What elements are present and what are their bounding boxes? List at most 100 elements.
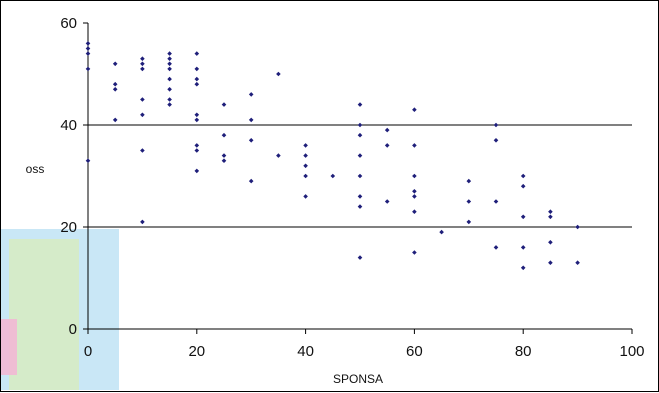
x-tick-label-60: 60 xyxy=(406,343,423,360)
data-point-46 xyxy=(303,153,308,158)
data-point-60 xyxy=(412,250,417,255)
data-point-13 xyxy=(140,66,145,72)
data-point-11 xyxy=(140,112,145,118)
data-point-42 xyxy=(276,71,281,77)
data-point-39 xyxy=(248,117,254,123)
data-point-25 xyxy=(194,148,200,153)
data-point-67 xyxy=(439,229,444,235)
data-point-78 xyxy=(520,183,526,189)
data-point-14 xyxy=(140,61,145,67)
data-point-54 xyxy=(357,132,363,138)
data-point-18 xyxy=(167,87,172,92)
data-point-43 xyxy=(303,194,308,199)
data-point-69 xyxy=(466,199,472,204)
data-point-53 xyxy=(357,153,363,158)
data-point-64 xyxy=(412,173,417,179)
data-point-2 xyxy=(85,51,91,56)
data-point-34 xyxy=(221,153,227,158)
data-point-47 xyxy=(303,143,308,148)
x-tick-label-80: 80 xyxy=(515,343,532,360)
data-point-73 xyxy=(493,138,499,143)
data-point-85 xyxy=(575,224,580,230)
data-point-7 xyxy=(112,81,118,87)
y-tick-label-20: 20 xyxy=(60,219,77,236)
data-point-79 xyxy=(520,173,526,179)
data-point-40 xyxy=(248,92,254,97)
data-point-71 xyxy=(493,245,499,250)
data-point-19 xyxy=(167,76,172,82)
data-point-44 xyxy=(303,173,308,179)
data-point-6 xyxy=(112,87,118,92)
data-point-61 xyxy=(412,209,417,214)
data-point-36 xyxy=(221,102,227,107)
data-point-35 xyxy=(221,132,227,138)
data-point-27 xyxy=(194,117,200,123)
data-point-37 xyxy=(248,178,254,184)
data-point-0 xyxy=(85,158,91,163)
data-point-55 xyxy=(357,122,363,128)
data-point-83 xyxy=(548,209,553,214)
x-tick-label-100: 100 xyxy=(619,343,644,360)
data-point-49 xyxy=(357,255,363,260)
x-axis-title: SPONSA xyxy=(333,372,383,386)
data-point-8 xyxy=(112,61,118,67)
data-point-80 xyxy=(548,260,553,265)
data-point-30 xyxy=(194,76,200,82)
data-point-15 xyxy=(140,56,145,61)
y-tick-label-40: 40 xyxy=(60,117,77,134)
data-point-45 xyxy=(303,163,308,169)
data-point-22 xyxy=(167,56,172,61)
data-point-38 xyxy=(248,138,254,143)
data-point-81 xyxy=(548,240,553,245)
x-tick-label-40: 40 xyxy=(297,343,314,360)
data-point-66 xyxy=(412,107,417,112)
data-point-52 xyxy=(357,173,363,179)
data-point-17 xyxy=(167,97,172,102)
data-point-74 xyxy=(493,122,499,128)
data-point-1 xyxy=(85,66,91,72)
data-point-21 xyxy=(167,61,172,67)
data-point-26 xyxy=(194,143,200,148)
data-point-63 xyxy=(412,189,417,194)
data-point-10 xyxy=(140,148,145,153)
data-point-12 xyxy=(140,97,145,102)
data-point-4 xyxy=(85,41,91,46)
data-point-58 xyxy=(384,143,390,148)
y-tick-label-0: 0 xyxy=(69,321,77,338)
data-point-31 xyxy=(194,66,200,72)
data-point-59 xyxy=(384,127,390,133)
data-point-28 xyxy=(194,112,200,118)
data-point-33 xyxy=(221,158,227,163)
data-point-70 xyxy=(466,178,472,184)
data-point-57 xyxy=(384,199,390,204)
data-point-56 xyxy=(357,102,363,107)
data-point-48 xyxy=(330,173,336,179)
data-point-76 xyxy=(520,245,526,250)
data-point-16 xyxy=(167,102,172,107)
y-tick-label-60: 60 xyxy=(60,15,77,32)
x-tick-label-20: 20 xyxy=(188,343,205,360)
data-point-9 xyxy=(140,219,145,225)
data-point-23 xyxy=(167,51,172,56)
data-point-77 xyxy=(520,214,526,220)
data-point-32 xyxy=(194,51,200,56)
data-point-82 xyxy=(548,214,553,220)
data-point-50 xyxy=(357,204,363,209)
data-point-51 xyxy=(357,194,363,199)
data-point-5 xyxy=(112,117,118,123)
background-green-shape xyxy=(9,239,79,390)
data-point-75 xyxy=(520,265,526,271)
data-point-68 xyxy=(466,219,472,225)
data-point-62 xyxy=(412,194,417,199)
y-axis-title: oss xyxy=(26,162,45,176)
data-point-41 xyxy=(276,153,281,158)
data-point-24 xyxy=(194,168,200,174)
data-point-72 xyxy=(493,199,499,204)
data-point-3 xyxy=(85,46,91,51)
data-point-84 xyxy=(575,260,580,265)
data-point-20 xyxy=(167,66,172,72)
data-point-29 xyxy=(194,81,200,87)
data-point-65 xyxy=(412,143,417,148)
